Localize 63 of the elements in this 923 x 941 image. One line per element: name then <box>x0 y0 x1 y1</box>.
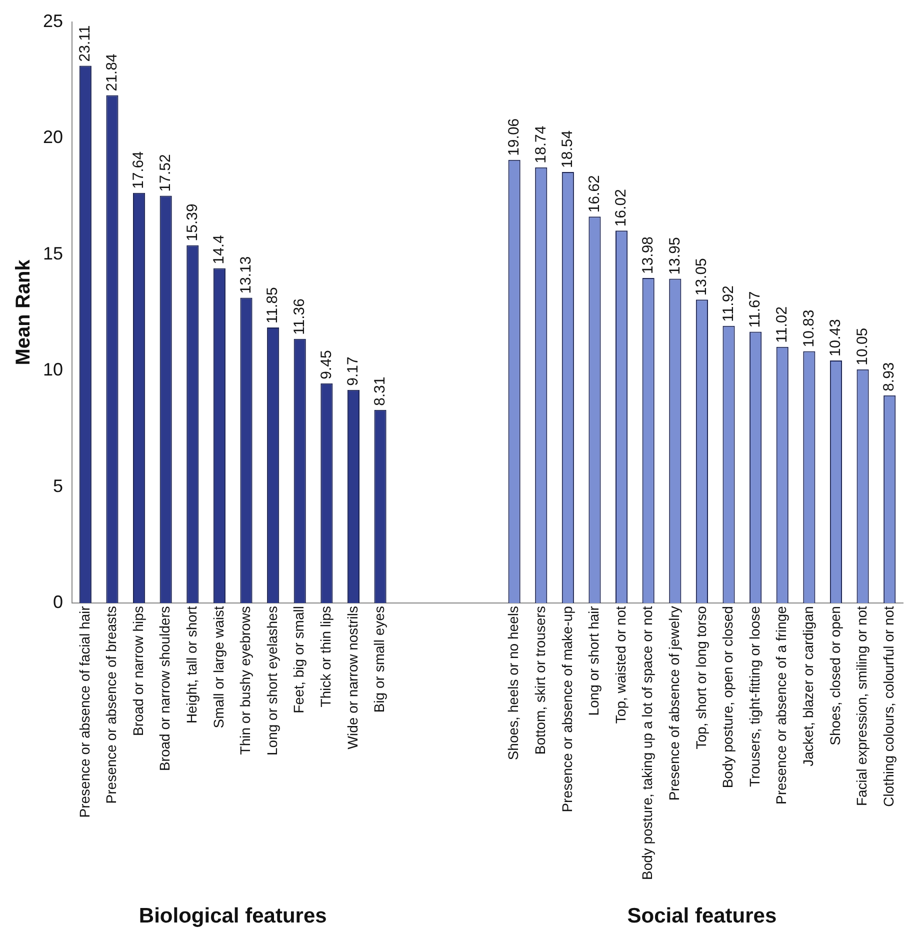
x-tick-label: Broad or narrow hips <box>130 606 146 736</box>
y-tick-label: 20 <box>42 127 64 148</box>
data-label: 8.31 <box>371 376 388 406</box>
data-label: 11.02 <box>774 306 791 343</box>
data-label: 15.39 <box>184 204 201 242</box>
x-tick-label: Long or short eyelashes <box>264 606 280 756</box>
y-tick-label: 0 <box>53 592 64 612</box>
data-label: 23.11 <box>76 25 94 62</box>
y-axis-title: Mean Rank <box>12 258 35 366</box>
y-tick-label: 15 <box>42 243 64 264</box>
x-tick-label: Presence or absence of a fringe <box>773 606 790 805</box>
data-label: 13.95 <box>666 237 684 275</box>
data-label: 10.83 <box>800 310 818 348</box>
x-tick-label: Top, waisted or not <box>612 606 628 724</box>
data-label: 16.02 <box>612 189 630 227</box>
data-label: 13.05 <box>693 258 710 296</box>
x-tick-label: Presence of absence of jewelry <box>666 606 682 801</box>
x-tick-label: Facial expression, smiling or not <box>854 606 870 806</box>
data-label: 17.64 <box>130 151 148 189</box>
data-label: 11.36 <box>291 298 308 335</box>
x-tick-label: Long or short hair <box>586 606 602 716</box>
data-label: 14.4 <box>210 235 228 264</box>
y-tick-label: 5 <box>53 476 64 496</box>
data-label: 21.84 <box>103 54 120 92</box>
data-label: 9.17 <box>344 356 362 386</box>
y-tick-label: 25 <box>42 10 64 31</box>
x-tick-label: Top, short or long torso <box>692 606 709 750</box>
data-label: 9.45 <box>318 350 335 380</box>
data-label: 16.62 <box>586 175 603 213</box>
x-tick-label: Feet, big or small <box>290 606 307 714</box>
y-tick-label: 10 <box>42 360 64 380</box>
x-tick-label: Thin or bushy eyebrows <box>237 606 254 755</box>
x-tick-label: Body posture, open or closed <box>720 606 736 788</box>
x-tick-label: Broad or narrow shoulders <box>156 606 173 772</box>
x-tick-label: Presence or absence of breasts <box>103 606 120 804</box>
data-label: 11.92 <box>720 285 737 322</box>
x-tick-label: Shoes, heels or no heels <box>505 606 522 760</box>
data-label: 8.93 <box>880 362 898 392</box>
data-label: 17.52 <box>156 154 174 192</box>
x-tick-label: Thick or thin lips <box>318 606 334 708</box>
x-tick-label: Jacket, blazer or cardigan <box>800 606 816 766</box>
x-tick-label: Wide or narrow nostrils <box>344 606 360 750</box>
x-tick-label: Big or small eyes <box>371 606 388 713</box>
x-tick-label: Height, tall or short <box>184 606 200 724</box>
data-label: 11.85 <box>264 287 282 324</box>
data-label: 19.06 <box>505 118 522 156</box>
x-tick-label: Clothing colours, colourful or not <box>880 606 896 807</box>
text: Biological features <box>138 904 327 928</box>
data-label: 13.13 <box>237 256 254 294</box>
x-tick-label: Presence or absence of make-up <box>558 606 575 812</box>
x-tick-label: Presence or absence of facial hair <box>76 606 92 818</box>
data-label: 11.67 <box>746 291 764 328</box>
x-tick-label: Body posture, taking up a lot of space or not <box>639 606 656 880</box>
data-label: 10.43 <box>827 319 844 357</box>
data-label: 18.74 <box>532 126 550 164</box>
x-tick-label: Bottom, skirt or trousers <box>532 606 548 755</box>
text: Social features <box>627 904 777 928</box>
data-label: 18.54 <box>559 130 576 168</box>
x-tick-label: Shoes, closed or open <box>826 606 843 746</box>
x-tick-label: Trousers, tight-fitting or loose <box>746 606 762 787</box>
data-label: 10.05 <box>854 328 871 366</box>
x-tick-label: Small or large waist <box>210 606 226 728</box>
data-label: 13.98 <box>639 236 656 274</box>
